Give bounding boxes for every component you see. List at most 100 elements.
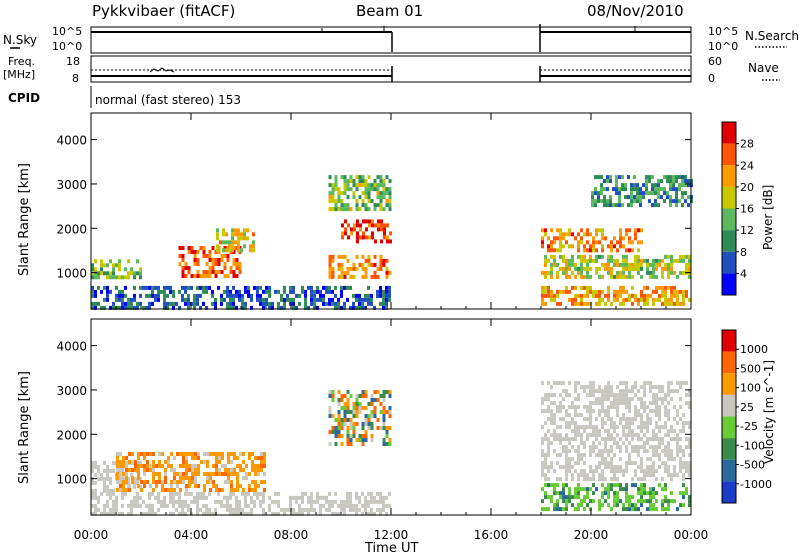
heatmap-cell — [643, 405, 646, 410]
heatmap-cell — [229, 511, 232, 516]
heatmap-cell — [139, 271, 142, 276]
heatmap-cell — [643, 297, 646, 302]
heatmap-cell — [583, 441, 586, 446]
heatmap-cell — [148, 511, 151, 516]
velocity-ylabel: Slant Range [km] — [17, 371, 32, 484]
heatmap-cell — [241, 507, 244, 512]
heatmap-cell — [362, 231, 365, 236]
heatmap-cell — [197, 452, 200, 456]
heatmap-cell — [607, 389, 610, 394]
heatmap-cell — [370, 398, 374, 402]
heatmap-cell — [619, 381, 622, 386]
heatmap-cell — [232, 270, 236, 274]
heatmap-cell — [304, 491, 307, 496]
heatmap-cell — [194, 472, 197, 476]
heatmap-cell — [598, 389, 601, 394]
xtick-label: 20:00 — [574, 528, 609, 542]
heatmap-cell — [385, 495, 388, 500]
heatmap-cell — [221, 488, 224, 492]
heatmap-cell — [627, 175, 630, 180]
heatmap-cell — [610, 437, 613, 442]
heatmap-cell — [643, 393, 646, 398]
heatmap-cell — [331, 426, 335, 430]
heatmap-cell — [604, 465, 607, 470]
heatmap-cell — [106, 285, 109, 290]
heatmap-cell — [652, 258, 655, 263]
heatmap-cell — [607, 266, 610, 271]
heatmap-cell — [634, 232, 637, 237]
heatmap-cell — [613, 429, 616, 434]
power-colorbar-segment — [722, 122, 736, 144]
heatmap-cell — [679, 397, 682, 402]
heatmap-cell — [310, 495, 313, 500]
heatmap-cell — [328, 406, 332, 410]
heatmap-cell — [124, 275, 127, 280]
heatmap-cell — [164, 480, 167, 484]
heatmap-cell — [634, 461, 637, 466]
heatmap-cell — [625, 289, 628, 294]
heatmap-cell — [240, 248, 243, 253]
heatmap-cell — [265, 297, 268, 302]
power-colorbar-segment — [722, 251, 736, 274]
heatmap-cell — [121, 275, 124, 280]
heatmap-cell — [604, 293, 607, 298]
heatmap-cell — [127, 275, 130, 280]
heatmap-cell — [370, 394, 374, 398]
heatmap-cell — [191, 472, 194, 476]
heatmap-cell — [380, 219, 383, 224]
heatmap-cell — [634, 266, 637, 271]
heatmap-cell — [362, 219, 365, 224]
heatmap-cell — [664, 254, 667, 259]
heatmap-cell — [367, 187, 371, 192]
heatmap-cell — [121, 495, 124, 500]
heatmap-cell — [191, 468, 194, 472]
heatmap-cell — [234, 232, 237, 237]
heatmap-cell — [205, 511, 208, 516]
heatmap-cell — [600, 191, 603, 196]
heatmap-cell — [385, 187, 389, 192]
heatmap-cell — [373, 254, 377, 259]
heatmap-cell — [140, 480, 143, 484]
heatmap-cell — [124, 293, 127, 298]
heatmap-cell — [215, 468, 218, 472]
heatmap-cell — [682, 465, 685, 470]
heatmap-cell — [227, 452, 230, 456]
heatmap-cell — [388, 297, 391, 302]
heatmap-cell — [352, 503, 355, 508]
heatmap-cell — [106, 293, 109, 298]
heatmap-cell — [544, 301, 547, 306]
heatmap-cell — [618, 175, 621, 180]
heatmap-cell — [373, 499, 376, 504]
heatmap-cell — [115, 293, 118, 298]
heatmap-cell — [553, 503, 556, 508]
heatmap-cell — [646, 285, 649, 290]
heatmap-cell — [544, 437, 547, 442]
heatmap-cell — [343, 187, 347, 192]
heatmap-cell — [148, 305, 151, 310]
heatmap-cell — [610, 469, 613, 474]
heatmap-cell — [214, 301, 217, 306]
heatmap-cell — [613, 425, 616, 430]
heatmap-cell — [211, 262, 215, 266]
heatmap-cell — [193, 274, 197, 278]
heatmap-cell — [609, 175, 612, 180]
velocity-colorbar-tick-label: 1000 — [740, 343, 768, 356]
heatmap-cell — [583, 248, 586, 253]
heatmap-cell — [127, 503, 130, 508]
heatmap-cell — [595, 397, 598, 402]
heatmap-cell — [601, 457, 604, 462]
heatmap-cell — [598, 429, 601, 434]
heatmap-cell — [383, 223, 386, 228]
heatmap-cell — [370, 499, 373, 504]
heatmap-cell — [667, 393, 670, 398]
heatmap-cell — [676, 441, 679, 446]
heatmap-cell — [367, 175, 371, 180]
heatmap-cell — [622, 270, 625, 275]
heatmap-cell — [670, 397, 673, 402]
heatmap-cell — [628, 228, 631, 233]
heatmap-cell — [187, 285, 190, 290]
heatmap-cell — [688, 437, 691, 442]
heatmap-cell — [628, 495, 631, 500]
heatmap-cell — [565, 499, 568, 504]
heatmap-cell — [370, 422, 374, 426]
